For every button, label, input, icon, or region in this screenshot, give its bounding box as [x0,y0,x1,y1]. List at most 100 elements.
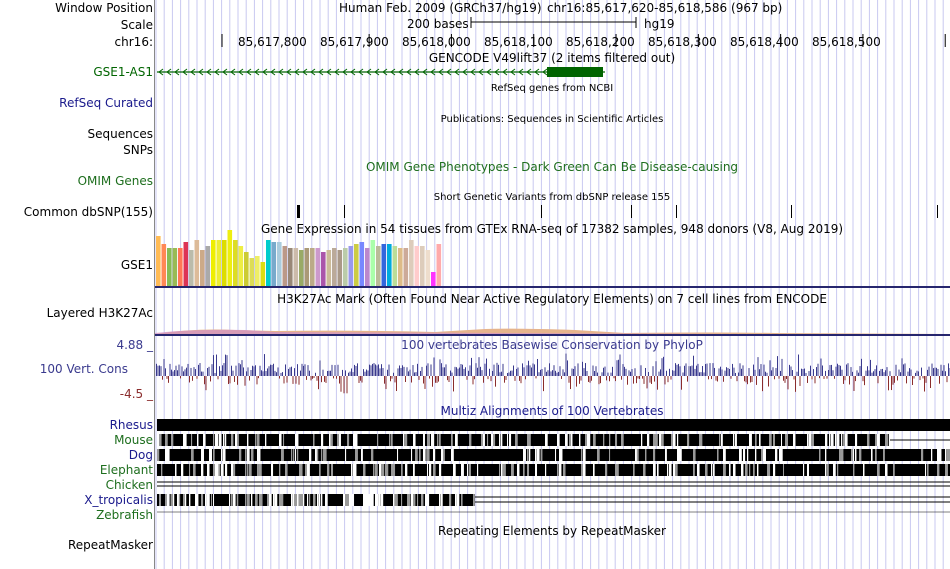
multiz-title[interactable]: Multiz Alignments of 100 Vertebrates [440,404,664,418]
cons-bar-pos [450,370,451,376]
cons-bar-neg [843,376,844,384]
dbsnp-title[interactable]: Short Genetic Variants from dbSNP releas… [433,192,671,203]
omim-label[interactable]: OMIM Genes [77,174,153,188]
gtex-label[interactable]: GSE1 [120,258,153,272]
cons-bar-neg [429,376,430,379]
strand-arrow [246,68,252,76]
multiz-gap [441,494,443,506]
cons-bar-pos [903,364,904,376]
cons-bar-pos [379,368,381,376]
multiz-gap [337,434,340,446]
ruler-tick-label: 85,618,300 [648,35,717,49]
multiz-gap [271,464,274,476]
publications-title[interactable]: Publications: Sequences in Scientific Ar… [440,114,664,125]
cons-bar-pos [874,369,876,376]
multiz-gap [233,494,236,506]
multiz-gap [169,494,171,506]
cons-bar-neg [786,376,787,379]
cons-bar-pos [828,369,829,376]
cons-bar-pos [225,354,226,376]
multiz-gap [653,464,656,476]
cons-bar-neg [339,376,340,384]
cons-bar-pos [433,357,435,376]
cons-bar-pos [231,365,232,376]
cons-bar-neg [826,376,828,379]
dbsnp-marks[interactable] [155,0,950,569]
cons-bar-pos [712,363,714,376]
cons-bar-pos [556,372,558,376]
multiz-gap [641,434,643,446]
gtex-bar [398,248,403,286]
species-label-zebrafish[interactable]: Zebrafish [96,508,153,522]
multiz-gap [433,449,436,461]
strand-arrow [510,68,516,76]
multiz-gap [769,464,771,476]
cons-bar-pos [790,366,792,376]
h3k27ac-label[interactable]: Layered H3K27Ac [46,306,153,320]
cons-bar-pos [471,357,472,376]
cons-bar-pos [459,367,460,376]
multiz-gap [755,434,757,446]
multiz-gap [559,464,562,476]
cons-bar-neg [925,376,927,383]
h3k27ac-area[interactable] [155,318,950,338]
species-label-dog[interactable]: Dog [128,448,153,462]
multiz-gap [221,449,223,461]
cons-bar-pos [406,367,408,376]
species-label-chicken[interactable]: Chicken [105,478,153,492]
gencode-title[interactable]: GENCODE V49lift37 (2 items filtered out) [428,51,676,65]
h3k27ac-title[interactable]: H3K27Ac Mark (Often Found Near Active Re… [277,292,827,306]
multiz-gap [317,494,319,506]
cons-bar-pos [219,366,220,376]
cons-title[interactable]: 100 vertebrates Basewise Conservation by… [401,338,703,352]
omim-title[interactable]: OMIM Gene Phenotypes - Dark Green Can Be… [365,160,739,174]
cons-bar-neg [436,376,438,383]
gene-label-gse1-as1[interactable]: GSE1-AS1 [93,65,153,79]
cons-bar-pos [280,372,282,376]
species-label-elephant[interactable]: Elephant [99,463,153,477]
multiz-gap [239,449,242,461]
multiz-gap [323,449,326,461]
multiz-gap [157,449,160,461]
refseq-label[interactable]: RefSeq Curated [59,96,153,110]
cons-bar-pos [763,364,765,376]
cons-bar-pos [216,354,217,376]
snps-label[interactable]: SNPs [123,143,153,157]
multiz-gap [615,464,618,476]
conservation-bars[interactable] [155,0,950,569]
cons-bar-pos [937,368,939,376]
browser-image[interactable] [155,0,950,569]
multiz-gap [257,464,259,476]
repeatmasker-label[interactable]: RepeatMasker [67,538,153,552]
multiz-gap [309,494,311,506]
cons-bar-pos [247,367,249,376]
species-label-x-tropicalis[interactable]: X_tropicalis [84,493,153,507]
cons-bar-pos [171,369,172,376]
gtex-bars[interactable] [155,0,950,569]
cons-label[interactable]: 100 Vert. Cons [39,362,128,376]
cons-bar-neg [405,376,406,382]
cons-bar-pos [294,368,295,376]
multiz-gap [701,434,703,446]
multiz-gap [569,434,572,446]
multiz-gap [295,434,298,446]
dbsnp-label[interactable]: Common dbSNP(155) [23,205,153,219]
refseq-title[interactable]: RefSeq genes from NCBI [490,83,614,94]
cons-bar-pos [661,358,663,376]
species-label-mouse[interactable]: Mouse [114,433,153,447]
cons-bar-pos [297,364,298,376]
cons-bar-neg [312,376,313,379]
gtex-bar [431,272,436,286]
sequences-label[interactable]: Sequences [87,127,153,141]
cons-bar-neg [514,376,516,381]
gse1-as1-gene[interactable] [155,64,950,80]
multiz-blocks[interactable] [155,0,950,569]
cons-bar-pos [727,367,729,376]
gtex-title[interactable]: Gene Expression in 54 tissues from GTEx … [260,222,844,236]
species-label-rhesus[interactable]: Rhesus [109,418,153,432]
multiz-gap [283,434,285,446]
cons-bar-pos [738,372,739,376]
cons-bar-neg [424,376,426,389]
cons-bar-pos [868,370,870,376]
repeatmasker-title[interactable]: Repeating Elements by RepeatMasker [438,524,666,538]
